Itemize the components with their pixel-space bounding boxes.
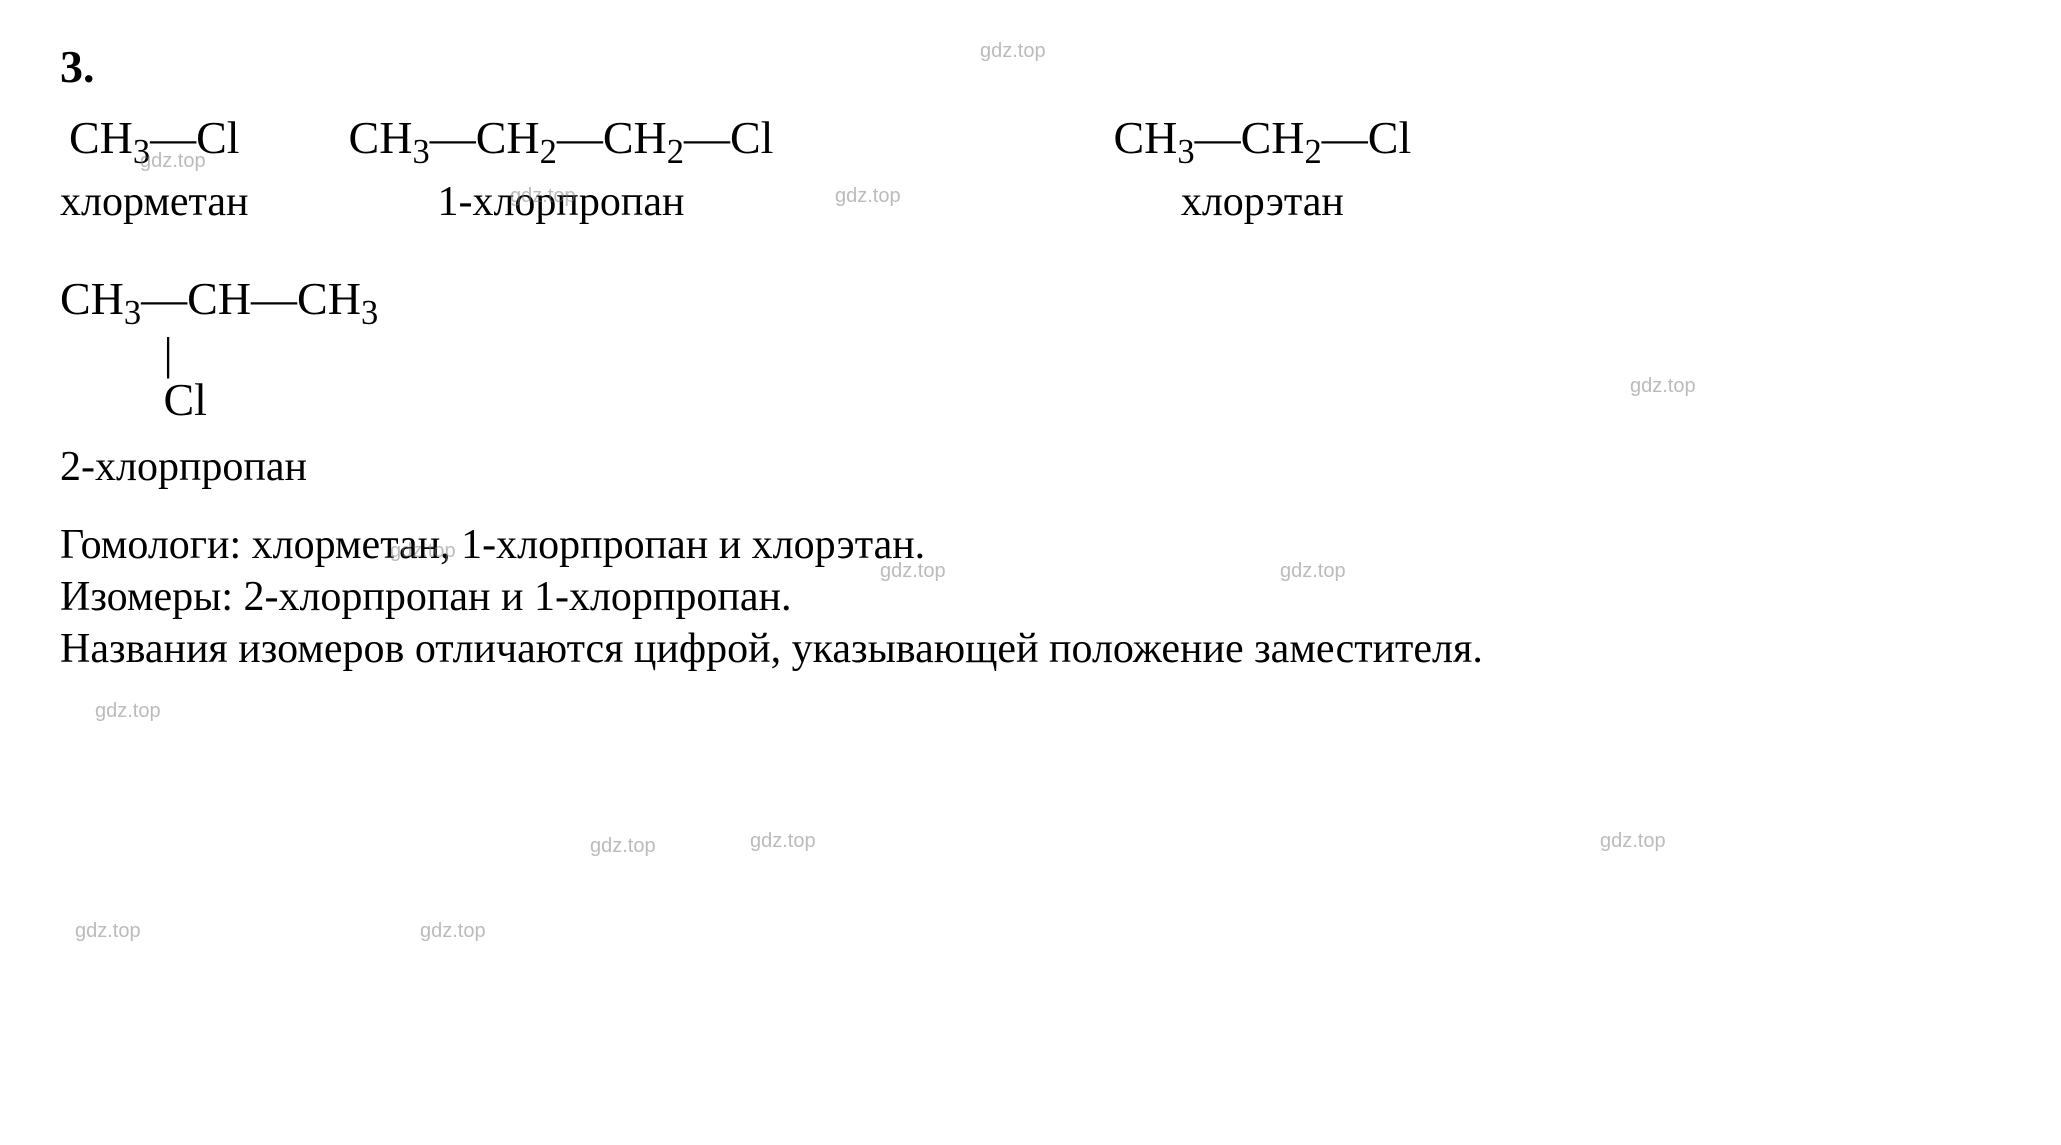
watermark: gdz.top (750, 830, 816, 853)
struct-line2: | (60, 331, 378, 377)
chloropropane1-block: CH3—CH2—CH2—Cl 1-хлорпропан (349, 113, 774, 226)
chlormethane-name: хлорметан (60, 178, 249, 226)
watermark: gdz.top (420, 920, 486, 943)
chloropropane2-name: 2-хлорпропан (60, 443, 378, 491)
text-block: Гомологи: хлорметан, 1-хлорпропан и хлор… (60, 521, 2001, 673)
isomers-text: Изомеры: 2-хлорпропан и 1-хлорпропан. (60, 573, 2001, 621)
chloropropane2-structure: CH3—CH—CH3 | Cl (60, 276, 378, 423)
formula-row-2: CH3—CH—CH3 | Cl 2-хлорпропан (60, 276, 2001, 491)
chloroethane-block: CH3—CH2—Cl хлорэтан (1113, 113, 1411, 226)
struct-line3: Cl (60, 377, 378, 423)
chloroethane-name: хлорэтан (1181, 178, 1344, 226)
chloropropane1-name: 1-хлорпропан (437, 178, 684, 226)
chlormethane-formula: CH3—Cl (69, 113, 240, 172)
watermark: gdz.top (75, 920, 141, 943)
chloroethane-formula: CH3—CH2—Cl (1113, 113, 1411, 172)
chloropropane1-formula: CH3—CH2—CH2—Cl (349, 113, 774, 172)
section-number: 3. (60, 40, 2001, 93)
chlormethane-block: CH3—Cl хлорметан (60, 113, 249, 226)
watermark: gdz.top (1600, 830, 1666, 853)
chloropropane2-block: CH3—CH—CH3 | Cl 2-хлорпропан (60, 276, 378, 491)
homologs-text: Гомологи: хлорметан, 1-хлорпропан и хлор… (60, 521, 2001, 569)
watermark: gdz.top (590, 835, 656, 858)
watermark: gdz.top (95, 700, 161, 723)
struct-line1: CH3—CH—CH3 (60, 276, 378, 331)
names-info-text: Названия изомеров отличаются цифрой, ука… (60, 625, 2001, 673)
formula-row-1: CH3—Cl хлорметан CH3—CH2—CH2—Cl 1-хлорпр… (60, 113, 2001, 226)
